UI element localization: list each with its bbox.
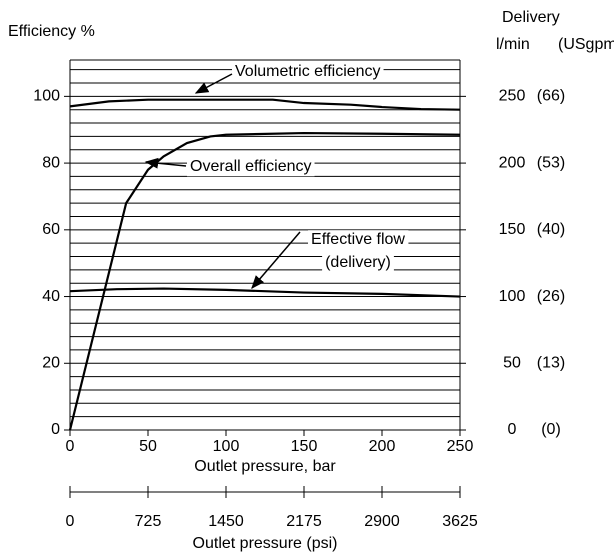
y-axis-label: Efficiency % bbox=[8, 23, 95, 40]
x2-tick-label: 725 bbox=[135, 513, 162, 530]
y-tick-label: 60 bbox=[42, 221, 60, 238]
y2-alt-tick-label: (26) bbox=[537, 288, 565, 305]
x2-tick-label: 1450 bbox=[208, 513, 244, 530]
x2-tick-label: 2900 bbox=[364, 513, 400, 530]
y2-tick-label: 100 bbox=[499, 288, 526, 305]
y2-tick-label: 150 bbox=[499, 221, 526, 238]
y2-tick-label: 250 bbox=[499, 88, 526, 105]
series-line bbox=[68, 131, 461, 431]
annotation-arrow bbox=[144, 157, 187, 169]
y2-tick-label: 200 bbox=[499, 154, 526, 171]
y2-axis-label: Delivery bbox=[502, 9, 560, 26]
annotation-arrow bbox=[194, 73, 233, 94]
annotation-bg bbox=[187, 157, 315, 177]
series-line bbox=[69, 98, 461, 111]
y2-alt-tick-label: (40) bbox=[537, 221, 565, 238]
annotation-bg bbox=[322, 253, 394, 273]
x-axis-label: Outlet pressure, bar bbox=[194, 458, 336, 475]
series-line bbox=[69, 287, 461, 298]
x-tick-label: 0 bbox=[66, 438, 75, 455]
y-tick-label: 100 bbox=[33, 88, 60, 105]
y2-unit-label: l/min bbox=[496, 36, 530, 53]
y-tick-label: 0 bbox=[51, 421, 60, 438]
x2-tick-label: 0 bbox=[66, 513, 75, 530]
x-tick-label: 150 bbox=[291, 438, 318, 455]
x2-tick-label: 2175 bbox=[286, 513, 322, 530]
annotation-arrow bbox=[251, 231, 301, 290]
x2-tick-label: 3625 bbox=[442, 513, 478, 530]
annotation-bg bbox=[308, 230, 409, 250]
y2-tick-label: 50 bbox=[503, 354, 521, 371]
y-tick-label: 20 bbox=[42, 354, 60, 371]
x-tick-label: 100 bbox=[213, 438, 240, 455]
y-tick-label: 80 bbox=[42, 154, 60, 171]
y2-alt-tick-label: (66) bbox=[537, 88, 565, 105]
annotation: Effective flow bbox=[311, 231, 405, 248]
annotation-bg bbox=[232, 62, 384, 82]
annotation: Overall efficiency bbox=[190, 158, 312, 175]
y2-alt-tick-label: (0) bbox=[541, 421, 561, 438]
x-tick-label: 50 bbox=[139, 438, 157, 455]
x2-axis-label: Outlet pressure (psi) bbox=[193, 535, 338, 552]
y-tick-label: 40 bbox=[42, 288, 60, 305]
x-tick-label: 250 bbox=[447, 438, 474, 455]
y2-alt-unit-label: (USgpm) bbox=[558, 36, 614, 53]
annotation: Volumetric efficiency bbox=[235, 63, 381, 80]
y2-tick-label: 0 bbox=[508, 421, 517, 438]
y2-alt-tick-label: (13) bbox=[537, 354, 565, 371]
y2-alt-tick-label: (53) bbox=[537, 154, 565, 171]
annotation: (delivery) bbox=[325, 254, 391, 271]
x-tick-label: 200 bbox=[369, 438, 396, 455]
